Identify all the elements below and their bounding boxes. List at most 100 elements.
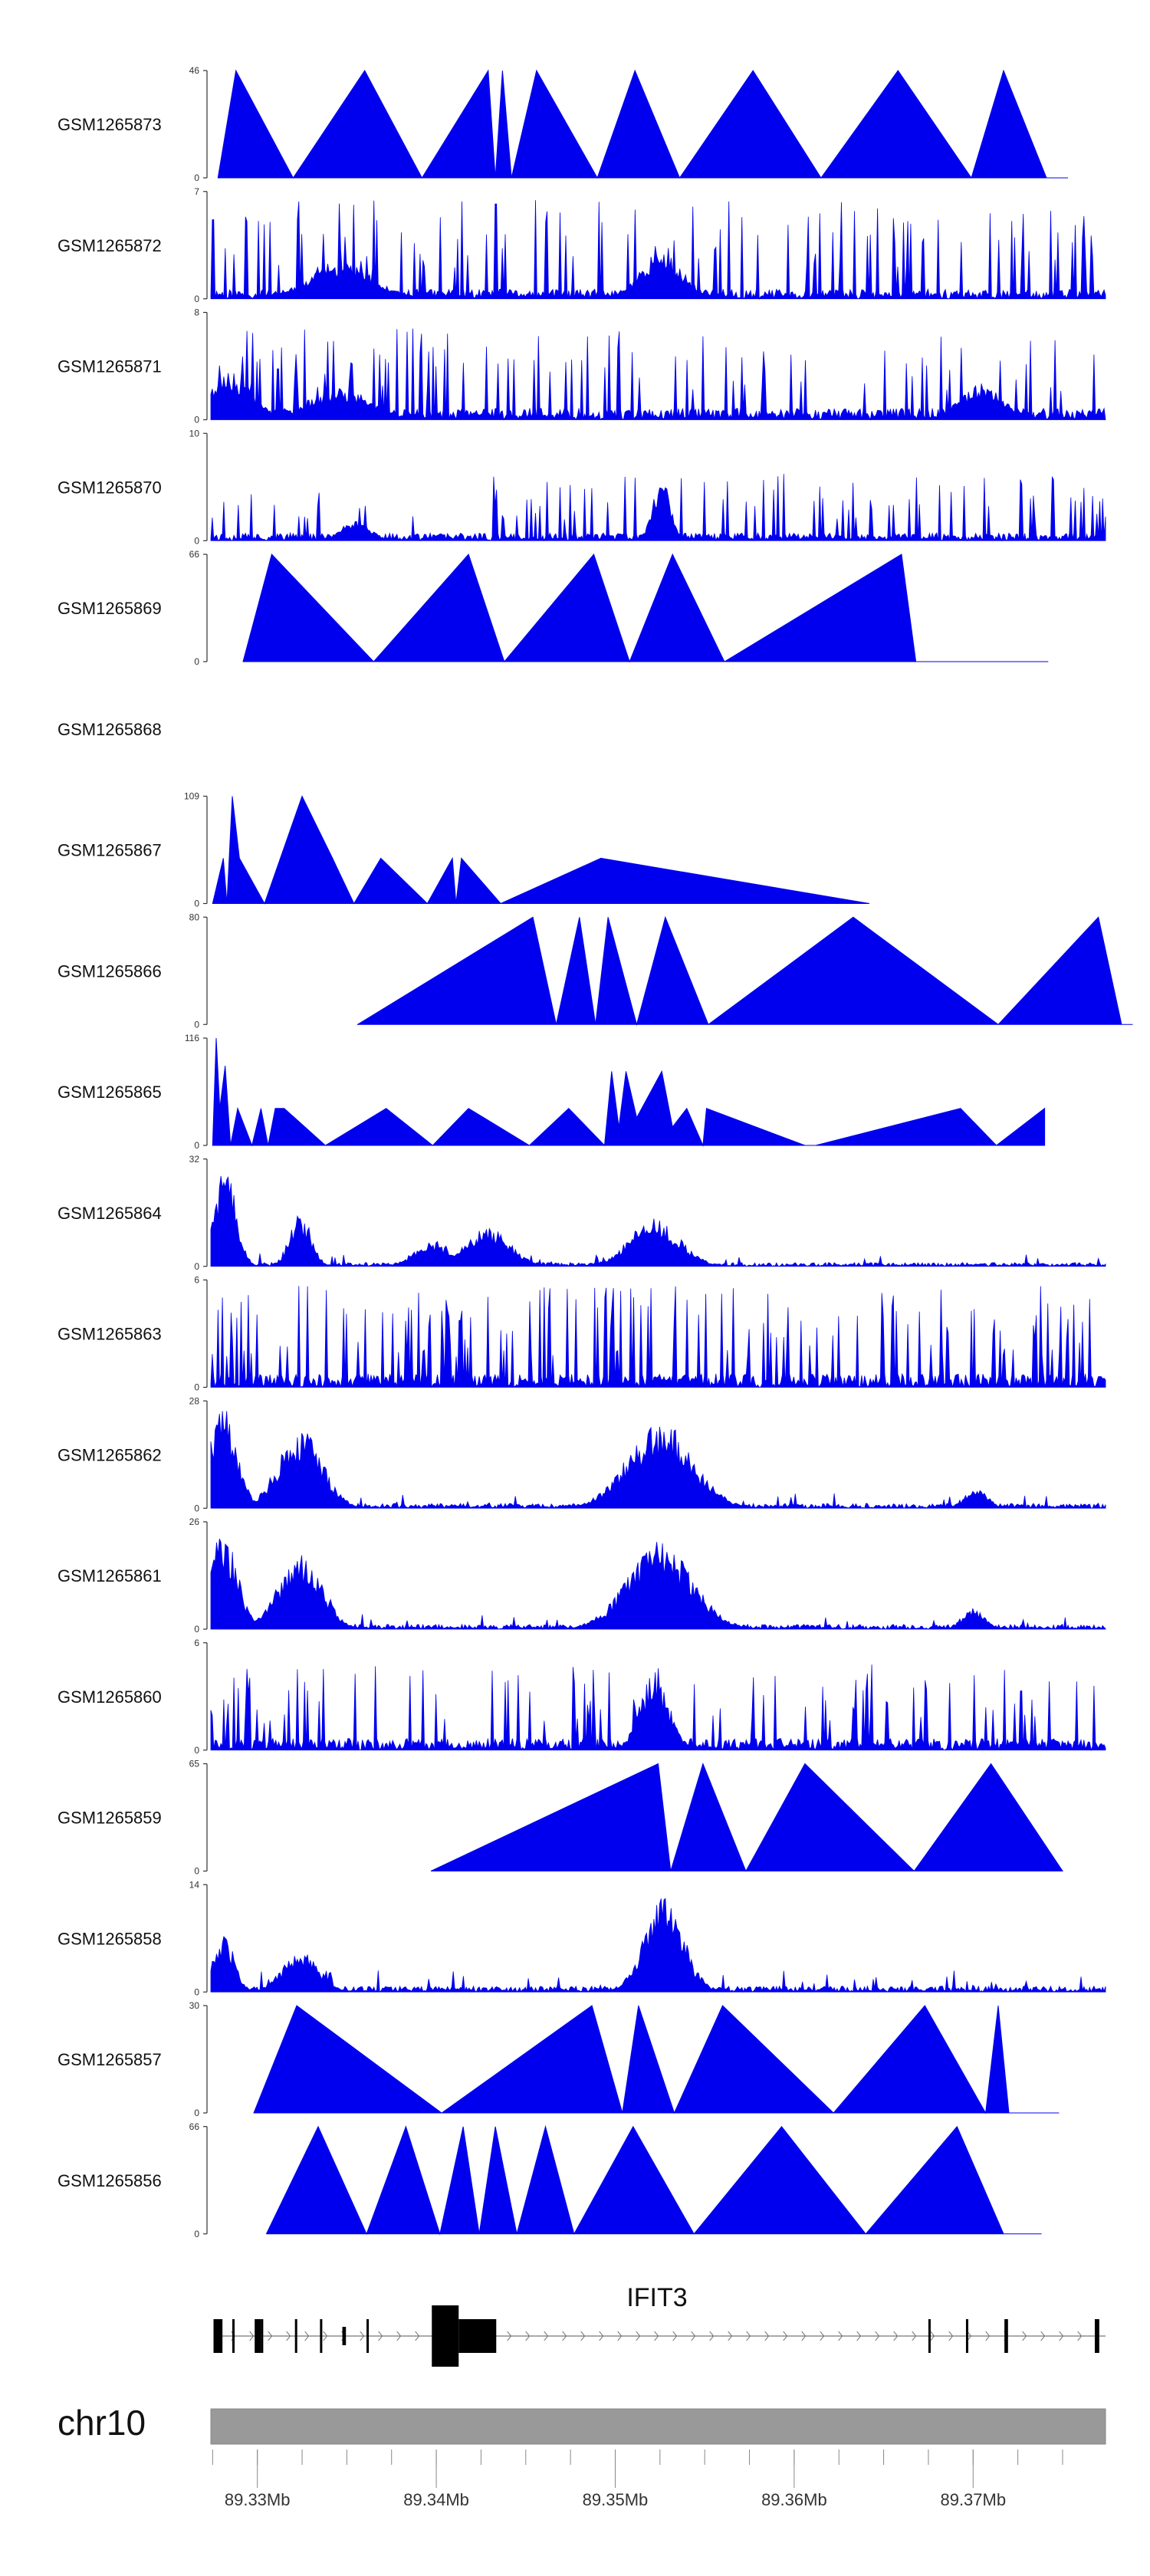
track-GSM1265859: GSM1265859 65 0	[58, 1759, 1063, 1877]
signal-area	[210, 1898, 1106, 1993]
track-label: GSM1265873	[58, 115, 162, 134]
track-label: GSM1265868	[58, 720, 162, 739]
y-axis: 60	[194, 1275, 208, 1393]
track-label: GSM1265863	[58, 1325, 162, 1344]
y-min-tick-label: 0	[194, 1624, 199, 1635]
track-label: GSM1265860	[58, 1687, 162, 1707]
y-min-tick-label: 0	[194, 415, 199, 426]
strand-arrow	[930, 2331, 935, 2341]
exon	[1004, 2319, 1008, 2353]
y-axis: 10 0	[189, 428, 208, 546]
track-label: GSM1265869	[58, 599, 162, 618]
exon	[342, 2327, 347, 2345]
y-min-tick-label: 0	[194, 656, 199, 667]
axis-tick-label: 89.37Mb	[940, 2490, 1006, 2509]
track-GSM1265873: GSM1265873 46 0	[58, 65, 1068, 183]
exon-marker	[965, 2319, 968, 2353]
track-label: GSM1265859	[58, 1809, 162, 1828]
chromosome-band	[210, 2408, 1106, 2445]
signal-area	[242, 553, 1049, 663]
exon	[213, 2319, 223, 2353]
strand-arrow	[1077, 2331, 1083, 2341]
y-min-tick-label: 0	[194, 2108, 199, 2118]
strand-arrow	[378, 2331, 383, 2341]
signal-area	[210, 200, 1106, 301]
strand-arrow	[286, 2331, 291, 2341]
y-min-tick-label: 0	[194, 1986, 199, 1997]
y-axis: 32 0	[189, 1154, 208, 1272]
y-axis: 28 0	[189, 1395, 208, 1513]
track-GSM1265864: GSM1265864 32 0	[58, 1154, 1106, 1272]
strand-arrow	[507, 2331, 512, 2341]
exon-marker	[928, 2319, 931, 2353]
strand-arrow	[856, 2331, 862, 2341]
y-max-tick-label: 65	[189, 1759, 200, 1769]
y-axis: 65 0	[189, 1759, 208, 1877]
track-GSM1265858: GSM1265858 14 0	[58, 1879, 1106, 1997]
track-GSM1265863: GSM1265863 60	[58, 1275, 1106, 1393]
strand-arrow	[580, 2331, 586, 2341]
chromosome-ideogram: chr10	[58, 2403, 1106, 2445]
signal-area	[265, 2124, 1042, 2236]
strand-arrow	[764, 2331, 770, 2341]
signal-area	[212, 795, 869, 905]
strand-arrow	[691, 2331, 696, 2341]
y-min-tick-label: 0	[194, 1382, 199, 1393]
axis-tick-label: 89.36Mb	[761, 2490, 827, 2509]
strand-arrow	[268, 2331, 273, 2341]
y-axis: 66 0	[189, 2121, 208, 2239]
y-max-tick-label: 46	[189, 65, 200, 76]
strand-arrow	[249, 2331, 255, 2341]
track-label: GSM1265870	[58, 478, 162, 497]
signal-area	[210, 1664, 1106, 1752]
track-GSM1265862: GSM1265862 28 0	[58, 1395, 1106, 1513]
exon-marker	[261, 2319, 264, 2353]
y-max-tick-label: 66	[189, 2121, 200, 2132]
y-min-tick-label: 0	[194, 1503, 199, 1513]
y-axis: 14 0	[189, 1879, 208, 1997]
genome-coordinate-axis: 89.33Mb 89.34Mb 89.35Mb 89.36Mb 89.37Mb	[212, 2450, 1063, 2509]
strand-arrow	[617, 2331, 623, 2341]
strand-arrow	[599, 2331, 604, 2341]
y-axis: 26 0	[189, 1516, 208, 1635]
strand-arrow	[893, 2331, 899, 2341]
track-label: GSM1265857	[58, 2050, 162, 2069]
exon-marker	[320, 2319, 323, 2353]
exon	[255, 2319, 261, 2353]
strand-arrow	[912, 2331, 917, 2341]
signal-area	[210, 1539, 1106, 1631]
y-max-tick-label: 10	[189, 428, 200, 439]
chromosome-label: chr10	[58, 2403, 146, 2443]
track-GSM1265870: GSM1265870 10 0	[58, 428, 1106, 546]
y-max-tick-label: 80	[189, 912, 200, 922]
track-label: GSM1265864	[58, 1204, 162, 1223]
y-min-tick-label: 0	[194, 2229, 199, 2239]
strand-arrow	[728, 2331, 733, 2341]
y-max-tick-label: 6	[194, 1638, 199, 1648]
strand-arrow	[967, 2331, 972, 2341]
strand-arrow	[801, 2331, 807, 2341]
y-max-tick-label: 116	[185, 1033, 199, 1043]
track-GSM1265867: GSM1265867 109 0	[58, 791, 869, 909]
track-label: GSM1265858	[58, 1929, 162, 1948]
y-min-tick-label: 0	[194, 1261, 199, 1272]
track-label: GSM1265872	[58, 236, 162, 255]
gene-label: IFIT3	[626, 2283, 687, 2312]
strand-arrow	[746, 2331, 751, 2341]
signal-tracks: GSM1265873460GSM126587270GSM126587180GSM…	[58, 65, 1133, 2239]
y-axis: 60	[194, 1638, 208, 1756]
y-axis: 109 0	[184, 791, 208, 909]
track-label: GSM1265866	[58, 961, 162, 981]
strand-arrow	[304, 2331, 310, 2341]
axis-tick-label: 89.33Mb	[225, 2490, 291, 2509]
strand-arrow	[1059, 2331, 1064, 2341]
track-label: GSM1265856	[58, 2171, 162, 2190]
strand-arrow	[360, 2331, 365, 2341]
y-axis: 66 0	[189, 549, 208, 667]
y-min-tick-label: 0	[194, 1140, 199, 1151]
track-label: GSM1265861	[58, 1566, 162, 1585]
strand-arrow	[544, 2331, 549, 2341]
